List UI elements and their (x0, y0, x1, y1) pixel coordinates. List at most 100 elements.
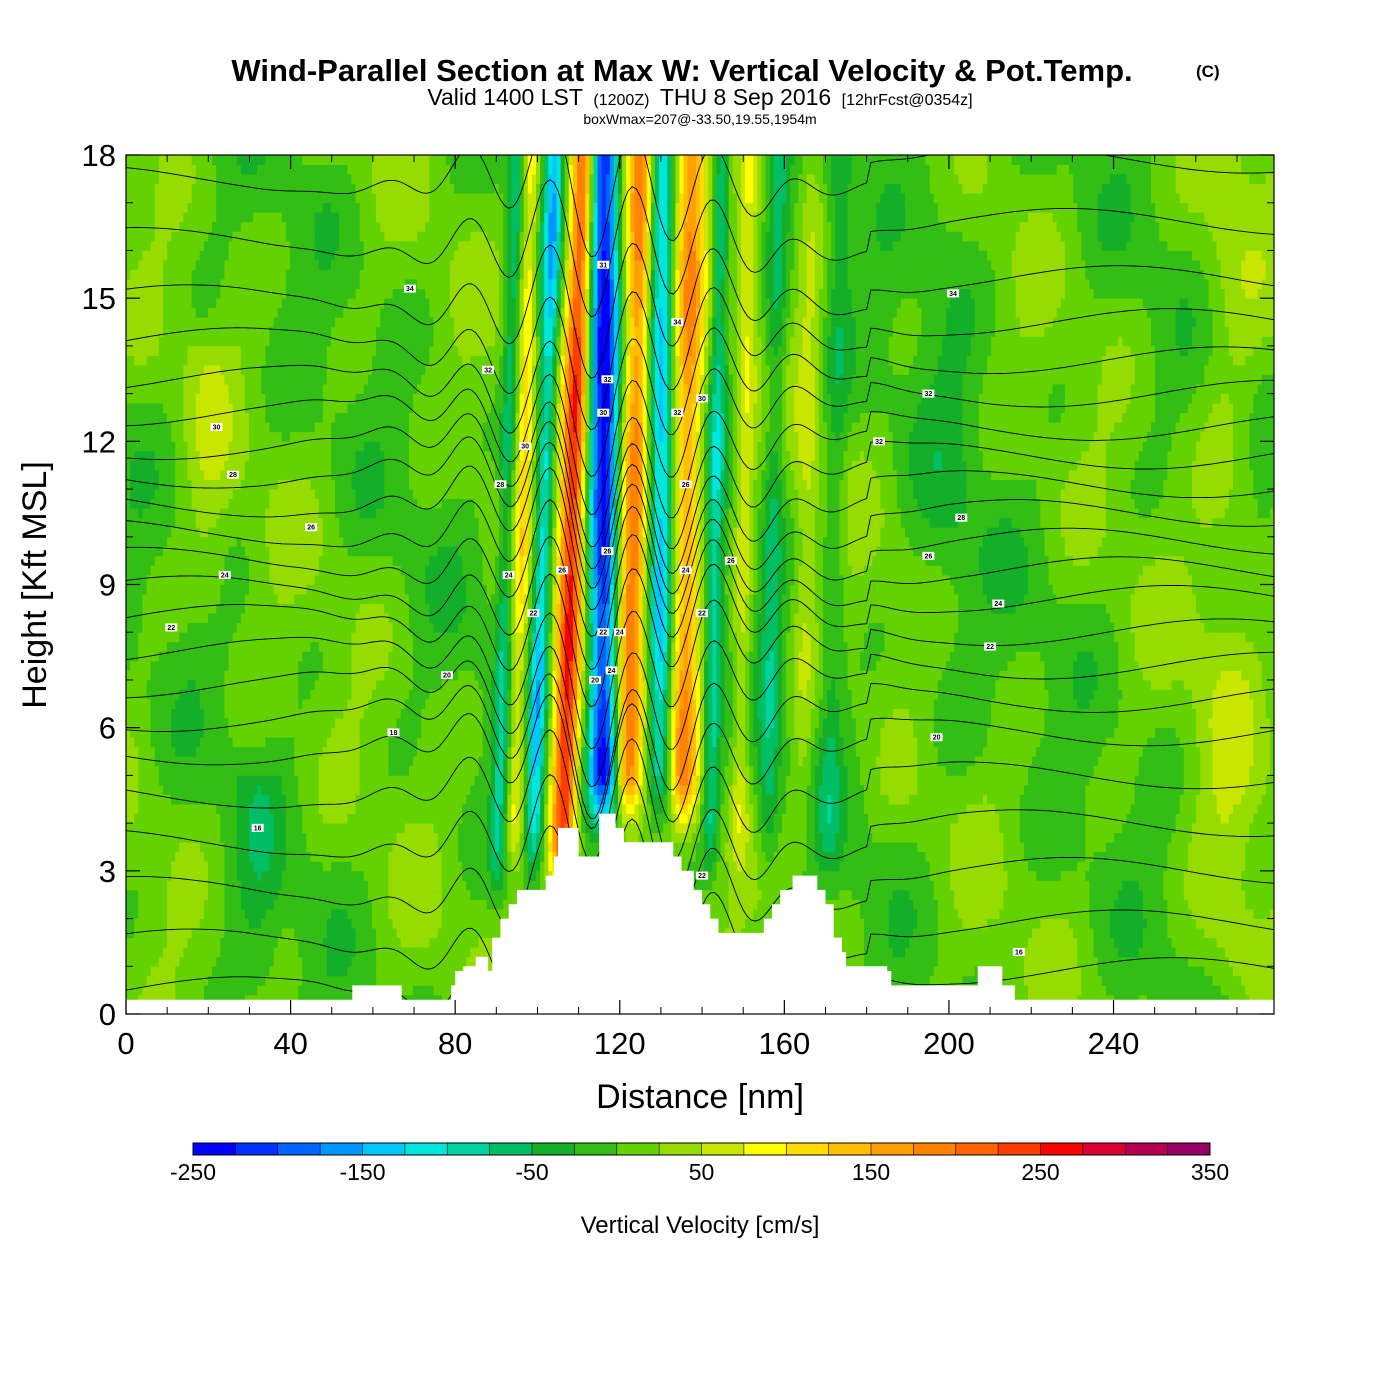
w-cell (490, 794, 496, 805)
w-cell (503, 431, 512, 442)
w-cell (609, 746, 615, 757)
w-cell (1187, 841, 1246, 853)
w-cell (208, 889, 225, 900)
w-cell (318, 641, 353, 652)
w-cell (1241, 879, 1274, 891)
w-cell (618, 650, 623, 662)
w-cell (704, 622, 709, 633)
w-cell (183, 364, 205, 375)
w-cell (839, 479, 849, 490)
w-cell (622, 689, 627, 700)
w-cell (667, 803, 672, 814)
w-cell (618, 698, 623, 709)
w-cell (1028, 574, 1050, 585)
w-cell (741, 622, 746, 633)
w-cell (823, 612, 845, 624)
w-cell (499, 803, 504, 814)
w-cell (622, 431, 627, 442)
w-cell (499, 746, 504, 757)
w-cell (240, 479, 279, 490)
w-cell (536, 498, 541, 509)
w-cell (732, 460, 738, 471)
w-cell (638, 479, 644, 490)
w-cell (515, 555, 521, 566)
w-cell (618, 803, 623, 814)
w-cell (691, 479, 697, 490)
w-cell (1167, 450, 1197, 461)
w-cell (847, 469, 877, 480)
w-cell (326, 374, 369, 385)
w-cell (552, 469, 558, 480)
w-cell (552, 593, 558, 604)
w-cell (708, 689, 713, 700)
w-cell (646, 440, 652, 452)
w-cell (322, 517, 340, 528)
w-cell (392, 727, 422, 738)
w-cell (552, 755, 558, 767)
w-cell (700, 746, 705, 757)
w-cell (249, 918, 262, 929)
w-cell (712, 832, 717, 843)
w-cell (618, 822, 623, 834)
w-cell (757, 364, 763, 375)
w-cell (499, 612, 508, 624)
w-cell (294, 746, 324, 757)
w-cell (691, 784, 697, 795)
w-cell (687, 736, 693, 748)
w-cell (659, 402, 664, 414)
w-cell (704, 631, 709, 643)
w-cell (695, 670, 701, 681)
w-cell (892, 708, 910, 719)
w-cell (540, 755, 545, 767)
w-cell (593, 755, 599, 767)
w-cell (597, 774, 603, 786)
w-cell (413, 402, 492, 414)
w-cell (864, 784, 881, 795)
w-cell (495, 670, 500, 681)
w-cell (224, 670, 299, 681)
w-cell (818, 412, 824, 423)
w-cell (527, 813, 533, 824)
w-cell (753, 412, 763, 423)
w-cell (531, 803, 541, 814)
w-cell (790, 746, 799, 757)
w-cell (782, 822, 808, 834)
w-cell (605, 631, 611, 643)
w-cell (560, 813, 570, 824)
w-cell (753, 727, 763, 738)
w-cell (572, 784, 578, 795)
w-cell (716, 822, 722, 834)
w-cell (630, 498, 640, 509)
w-cell (732, 670, 738, 681)
w-cell (708, 545, 713, 557)
w-cell (626, 421, 631, 433)
w-cell (384, 498, 418, 509)
w-cell (499, 698, 504, 709)
w-cell (687, 727, 693, 738)
w-cell (126, 402, 164, 414)
w-cell (700, 584, 705, 595)
w-cell (765, 603, 779, 614)
w-cell (597, 421, 603, 433)
w-cell (704, 851, 717, 862)
w-cell (322, 526, 340, 538)
w-cell (605, 660, 611, 671)
w-cell (765, 822, 775, 834)
w-cell (683, 698, 689, 709)
w-cell (708, 565, 713, 576)
w-cell (556, 670, 562, 681)
w-cell (786, 374, 799, 385)
w-cell (1249, 832, 1274, 843)
w-cell (138, 908, 168, 919)
w-cell (585, 507, 590, 519)
w-cell (568, 794, 574, 805)
w-cell (1138, 994, 1148, 1005)
w-cell (716, 536, 722, 547)
w-cell (560, 431, 566, 442)
w-cell (540, 507, 549, 519)
w-cell (589, 631, 594, 643)
w-cell (1044, 526, 1062, 538)
w-cell (1200, 612, 1274, 624)
w-cell (864, 937, 890, 948)
w-cell (609, 650, 615, 662)
